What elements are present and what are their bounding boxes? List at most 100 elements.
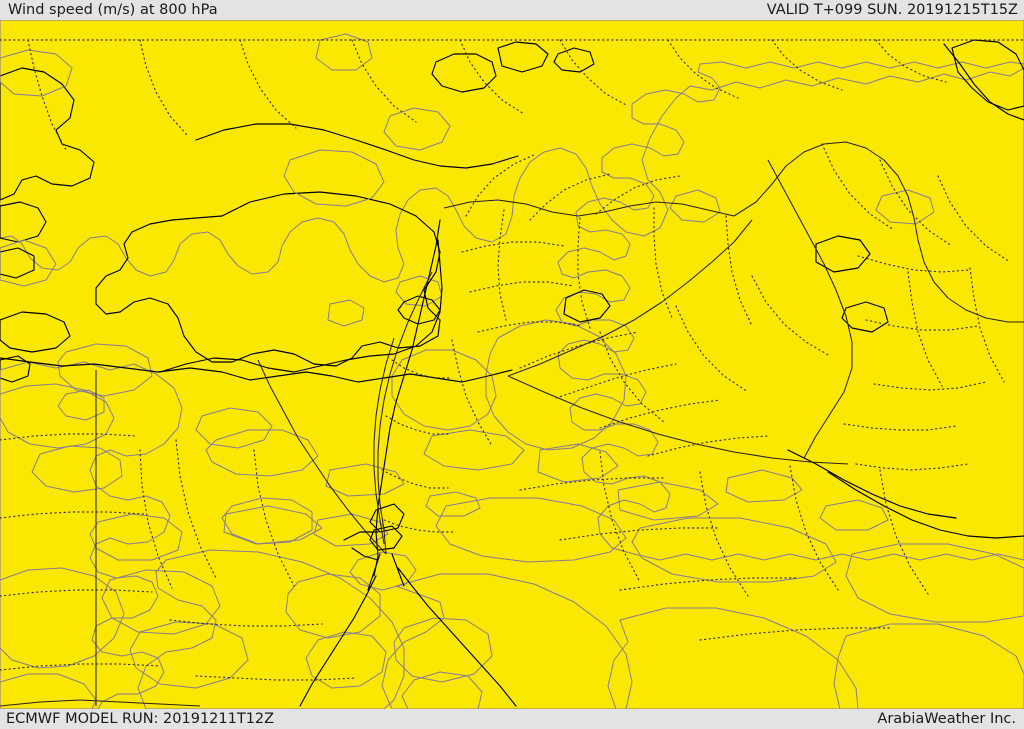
band-mid-base [0,20,1024,709]
orange-blob-egypt-w [89,513,183,561]
admin-iraq-c [647,435,769,457]
coast-persian-gulf [827,471,1024,539]
admin-turkey-h [577,217,591,329]
valid-time-label: VALID T+099 SUN. 20191215T15Z [766,2,1018,18]
white-dead-sea-n [369,503,405,533]
orange-blob-sinai-s [349,551,417,591]
coast-north-africa [0,357,513,383]
page-title: Wind speed (m/s) at 800 hPa [8,2,218,18]
admin-saudi-c [619,577,797,591]
admin-balkans-c [239,39,297,129]
orange-blob-redsea-w [285,573,381,639]
admin-saudi-f [789,465,839,591]
admin-iran-i [843,423,957,431]
orange-blob-nile [221,497,313,545]
admin-egypt-b [0,511,145,519]
admin-balkans-a [27,39,67,151]
tan-blob-d [725,469,803,503]
white-lake-van [563,289,611,323]
tan-blob-e [325,463,405,497]
admin-turkey-d [461,241,565,253]
admin-iran-j [855,463,969,471]
tan-blob-a [423,429,525,471]
tan-patch-sinai [391,349,497,431]
gold-sheet-redsea [381,573,633,709]
orange-blob-sahara-s [0,673,97,709]
admin-iraq-f [751,275,831,357]
admin-turkey-b [529,173,611,221]
gold-patch-nw [0,239,57,287]
white-crete [0,311,71,353]
tan-blob-f [223,505,323,545]
band-lowest-group [0,39,1024,551]
admin-egypt-g [139,449,173,589]
white-crete-west [0,247,35,279]
coast-nile-delta [343,531,379,561]
admin-levant-a [391,359,451,379]
band-high-group [0,33,1024,709]
coast-persian-gulf-n [787,449,957,519]
orange-blob-med-coast [57,343,153,397]
admin-egypt-e [175,439,217,579]
gold-sheet-nafrica [0,361,183,709]
admin-saudi-h [599,451,641,583]
admin-caucasus-e [875,39,947,83]
admin-sudan-b [195,675,357,681]
admin-iran-h [969,267,1005,383]
white-caspian [951,39,1024,111]
admin-turkey-c [595,175,681,215]
tan-blob-g [313,513,389,547]
gold-streak-far-east [845,543,1024,623]
coast-turkey-south [159,239,443,373]
white-aegean-south [0,201,47,243]
coast-red-sea-east [397,567,517,707]
border-syria-iraq [507,219,753,377]
admin-caucasus-b [559,39,629,107]
white-dead-sea-s [369,525,403,551]
header-bar: Wind speed (m/s) at 800 hPa VALID T+099 … [0,0,1024,20]
admin-iraq-d [599,331,665,423]
border-israel-west [373,337,395,545]
admin-turkey-e [469,281,575,293]
border-israel-jordan [377,271,433,555]
coast-caspian [943,43,1024,121]
admin-turkey-j [725,215,753,327]
tan-blob-m [327,299,365,327]
admin-iraq-e [675,305,749,393]
orange-blob-redsea-w2 [305,631,387,689]
white-lake-urmia [815,235,871,273]
tan-blob-i [819,499,889,531]
tan-blob-l [57,389,105,421]
admin-iran-f [873,381,987,391]
tan-blob-b [537,443,619,483]
borders-solid-group [0,141,1024,707]
admin-egypt-d [0,663,161,671]
footer-bar: ECMWF MODEL RUN: 20191211T12Z ArabiaWeat… [0,709,1024,729]
white-lake-small [841,301,889,333]
admin-saudi-g [879,469,929,595]
border-turkey-iran [733,141,1024,323]
orange-blob-redsea-e [393,617,493,683]
admin-iran-c [937,175,1011,263]
gold-patch-top [315,33,373,71]
white-cap-ne2 [553,47,595,73]
forecast-map[interactable] [0,20,1024,709]
gold-sheet-egypt [137,549,405,709]
border-egypt-sudan [0,699,201,707]
attribution-label: ArabiaWeather Inc. [877,711,1016,727]
orange-blob-med-s [195,407,273,449]
orange-blob-sahara [0,567,125,669]
border-egypt-israel [257,359,387,555]
border-turkey-syria [443,199,735,217]
admin-levant-b [385,415,449,435]
admin-turkey-i [653,207,673,319]
admin-turkey-a [465,153,537,217]
tan-blob-c [617,481,719,521]
band-low-group [0,20,1024,561]
admin-levant-d [383,519,455,533]
tan-blob-j [669,189,721,223]
orange-blob-sinai-w [205,429,319,477]
admin-caucasus-d [771,39,843,91]
orange-blob-sudan [129,621,249,689]
